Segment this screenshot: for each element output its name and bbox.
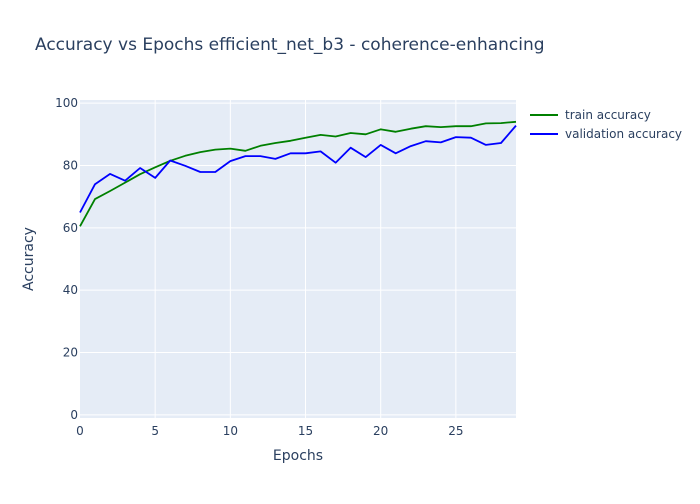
y-tick-label: 80 bbox=[63, 158, 78, 172]
y-axis-title: Accuracy bbox=[21, 227, 37, 291]
x-tick-label: 10 bbox=[223, 424, 238, 438]
chart-title: Accuracy vs Epochs efficient_net_b3 - co… bbox=[35, 35, 545, 55]
x-tick-label: 25 bbox=[448, 424, 463, 438]
x-axis-title: Epochs bbox=[273, 448, 323, 464]
legend: train accuracy validation accuracy bbox=[530, 108, 682, 141]
y-tick-label: 20 bbox=[63, 346, 78, 360]
tick-labels: 0 20 40 60 80 100 0 5 10 15 20 25 bbox=[55, 96, 463, 438]
grid bbox=[80, 100, 516, 418]
series-line-validation-accuracy bbox=[79, 125, 517, 213]
y-tick-label: 100 bbox=[55, 96, 78, 110]
series-group bbox=[79, 120, 517, 227]
legend-label: train accuracy bbox=[565, 108, 651, 122]
plot-background bbox=[80, 100, 516, 418]
x-tick-label: 0 bbox=[76, 424, 84, 438]
series-line-train-accuracy bbox=[79, 120, 517, 227]
legend-label: validation accuracy bbox=[565, 127, 682, 141]
y-tick-label: 0 bbox=[70, 408, 78, 422]
x-tick-label: 5 bbox=[151, 424, 159, 438]
y-tick-label: 60 bbox=[63, 221, 78, 235]
x-tick-label: 20 bbox=[373, 424, 388, 438]
y-tick-label: 40 bbox=[63, 283, 78, 297]
x-tick-label: 15 bbox=[298, 424, 313, 438]
